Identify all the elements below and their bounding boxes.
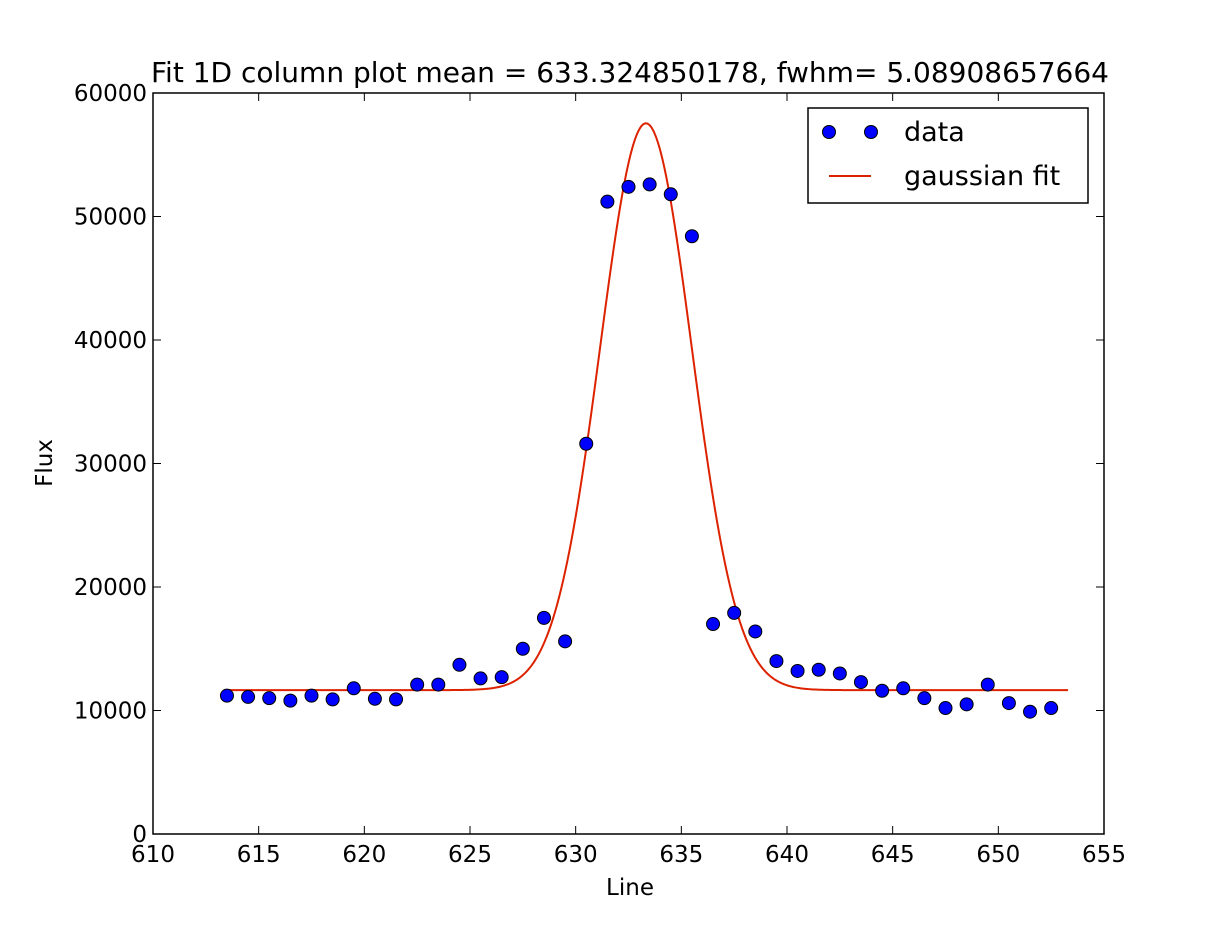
legend: data gaussian fit xyxy=(807,107,1089,204)
data-point xyxy=(410,677,425,692)
y-tick-label: 20000 xyxy=(74,575,147,601)
data-point xyxy=(769,654,784,669)
data-point xyxy=(494,670,509,685)
fit-layer xyxy=(226,122,1069,692)
x-tick-label: 615 xyxy=(237,842,281,868)
data-point xyxy=(452,657,467,672)
data-point xyxy=(621,179,636,194)
data-point xyxy=(853,675,868,690)
data-point xyxy=(1044,701,1059,716)
data-point xyxy=(283,693,298,708)
y-tick-label: 60000 xyxy=(74,81,147,107)
data-point xyxy=(642,177,657,192)
data-point xyxy=(431,677,446,692)
data-point xyxy=(980,677,995,692)
data-point xyxy=(706,617,721,632)
plot-area xyxy=(153,93,1104,834)
y-tick-label: 10000 xyxy=(74,699,147,725)
points-layer xyxy=(219,177,1059,719)
data-point xyxy=(241,689,256,704)
data-point xyxy=(663,187,678,202)
legend-data-marker xyxy=(822,125,836,139)
data-point xyxy=(219,688,234,703)
y-axis: 0 10000 20000 30000 40000 50000 60000 xyxy=(74,81,1104,848)
data-point xyxy=(1023,704,1038,719)
x-tick-label: 635 xyxy=(659,842,703,868)
data-point xyxy=(536,610,551,625)
data-point xyxy=(832,666,847,681)
data-point xyxy=(748,624,763,639)
legend-box xyxy=(807,107,1089,204)
x-tick-label: 625 xyxy=(448,842,492,868)
y-tick-label: 40000 xyxy=(74,328,147,354)
x-tick-label: 620 xyxy=(342,842,386,868)
data-point xyxy=(917,691,932,706)
x-axis-label: Line xyxy=(606,875,654,901)
data-point xyxy=(367,691,382,706)
x-tick-label: 650 xyxy=(976,842,1020,868)
data-point xyxy=(558,634,573,649)
y-axis-label: Flux xyxy=(32,439,58,487)
data-point xyxy=(389,692,404,707)
gaussian-fit-line xyxy=(226,122,1069,692)
data-point xyxy=(896,681,911,696)
data-point xyxy=(515,641,530,656)
data-point xyxy=(875,683,890,698)
data-point xyxy=(262,691,277,706)
data-point xyxy=(727,605,742,620)
data-point xyxy=(1001,696,1016,711)
data-point xyxy=(684,229,699,244)
data-point xyxy=(325,692,340,707)
legend-fit-label: gaussian fit xyxy=(904,161,1060,192)
x-tick-label: 610 xyxy=(131,842,175,868)
data-point xyxy=(959,697,974,712)
data-point xyxy=(473,671,488,686)
y-tick-label: 0 xyxy=(132,822,147,848)
x-tick-label: 630 xyxy=(554,842,598,868)
legend-data-label: data xyxy=(904,117,965,148)
data-point xyxy=(938,701,953,716)
x-tick-label: 645 xyxy=(871,842,915,868)
data-point xyxy=(811,662,826,677)
data-point xyxy=(346,681,361,696)
data-point xyxy=(304,688,319,703)
x-tick-label: 640 xyxy=(765,842,809,868)
y-tick-label: 30000 xyxy=(74,452,147,478)
x-axis: 610 615 620 625 630 635 640 645 650 655 xyxy=(131,93,1126,868)
data-point xyxy=(790,663,805,678)
x-tick-label: 655 xyxy=(1082,842,1126,868)
legend-data-marker xyxy=(864,125,878,139)
y-tick-label: 50000 xyxy=(74,205,147,231)
data-point xyxy=(600,194,615,209)
data-point xyxy=(579,436,594,451)
chart-title: Fit 1D column plot mean = 633.324850178,… xyxy=(151,56,1109,89)
